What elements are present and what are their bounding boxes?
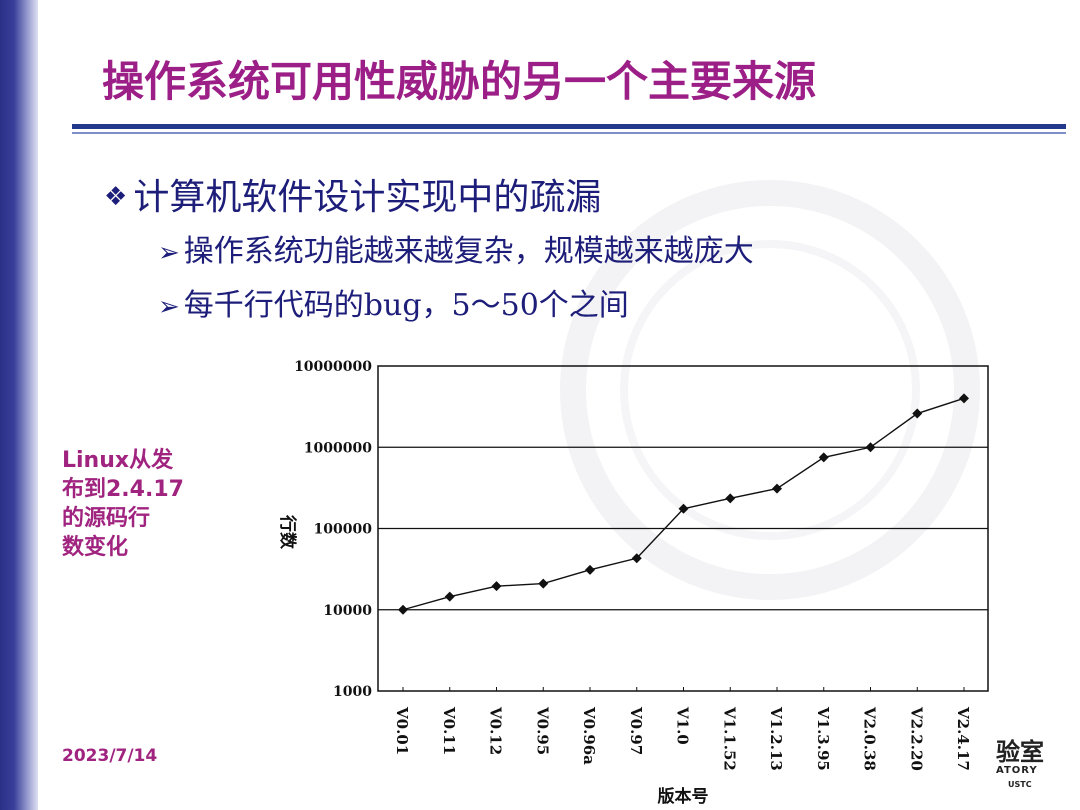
x-axis-label: 版本号 (658, 786, 709, 807)
data-point (398, 604, 408, 615)
title-rule (72, 124, 1066, 129)
x-tick-label: V0.11 (440, 706, 458, 755)
y-tick-label: 1000 (333, 684, 372, 700)
bullet-sub-2-prefix: 每千行代码的 (183, 288, 364, 323)
x-tick-label: V0.01 (393, 706, 411, 755)
side-label-line: Linux从发 (62, 448, 174, 473)
arrow-bullet-icon: ➢ (158, 238, 180, 268)
data-point (444, 591, 455, 602)
data-point (725, 493, 736, 504)
x-tick-label: V1.2.13 (767, 706, 785, 771)
x-tick-label: V0.96a (580, 706, 598, 765)
bullet-main-text: 计算机软件设计实现中的疏漏 (133, 177, 602, 218)
data-point (538, 578, 549, 589)
lab-logo-text: 验室 (996, 738, 1044, 766)
y-tick-label: 10000 (323, 603, 372, 619)
lab-logo-sub: ATORY (996, 765, 1038, 776)
x-tick-label: V0.97 (627, 706, 645, 755)
data-point (912, 408, 923, 419)
y-tick-label: 100000 (314, 522, 373, 538)
data-point (959, 393, 969, 404)
chart-side-label: Linux从发 布到2.4.17 的源码行 数变化 (62, 446, 202, 562)
y-tick-label: 1000000 (304, 440, 372, 456)
bullet-sub-1: ➢ 操作系统功能越来越复杂，规模越来越庞大 (158, 226, 754, 270)
y-axis-label: 行数 (277, 514, 298, 550)
y-tick-label: 10000000 (294, 359, 372, 375)
bullet-main: ❖ 计算机软件设计实现中的疏漏 (104, 168, 601, 220)
data-point (585, 564, 595, 575)
bullet-sub-2-serif: bug，5～50 (363, 288, 539, 323)
data-point (678, 503, 689, 514)
data-point (631, 553, 642, 564)
sidebar-decoration (0, 0, 38, 810)
side-label-line: 数变化 (62, 535, 129, 560)
slide-date: 2023/7/14 (62, 746, 158, 766)
data-point (865, 442, 876, 453)
x-tick-label: V0.12 (487, 706, 505, 755)
lab-logo-sub2: USTC (1008, 780, 1032, 789)
bullet-sub-2-suffix: 个之间 (538, 288, 629, 323)
side-label-line: 布到2.4.17 (62, 477, 184, 502)
bullet-sub-2: ➢ 每千行代码的bug，5～50个之间 (158, 280, 629, 324)
data-point (491, 581, 502, 592)
x-tick-label: V1.0 (674, 706, 692, 745)
title-rule-thin (72, 132, 1066, 134)
x-tick-label: V2.2.20 (907, 706, 925, 771)
x-tick-label: V1.1.52 (720, 706, 738, 771)
x-tick-label: V1.3.95 (814, 706, 832, 771)
arrow-bullet-icon: ➢ (158, 292, 180, 322)
diamond-bullet-icon: ❖ (104, 182, 128, 212)
slide-title: 操作系统可用性威胁的另一个主要来源 (102, 57, 817, 106)
data-point (772, 483, 782, 494)
data-point (818, 452, 829, 463)
x-tick-label: V2.0.38 (861, 706, 879, 771)
watermark-seal-inner (620, 240, 920, 540)
x-tick-label: V2.4.17 (954, 706, 972, 771)
side-label-line: 的源码行 (62, 506, 151, 531)
bullet-sub-1-text: 操作系统功能越来越复杂，规模越来越庞大 (183, 234, 754, 269)
x-tick-label: V0.95 (533, 706, 551, 755)
